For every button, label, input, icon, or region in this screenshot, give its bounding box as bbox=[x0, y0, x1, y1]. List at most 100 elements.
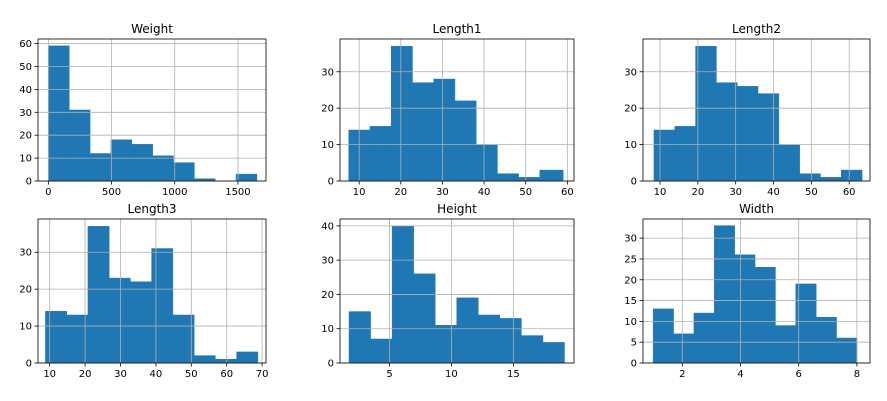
x-tick-label: 30 bbox=[436, 187, 449, 198]
histogram-bar bbox=[693, 312, 715, 364]
histogram-panel-length2: Length2 10 20 30 40 50 60 0 10 20 30 bbox=[624, 22, 871, 198]
x-tick-label: 0 bbox=[45, 187, 51, 198]
histogram-bar bbox=[652, 308, 674, 364]
x-tick-label: 30 bbox=[114, 369, 127, 380]
histogram-bar bbox=[131, 144, 153, 182]
y-tick-label: 0 bbox=[328, 359, 334, 370]
x-tick-label: 70 bbox=[256, 369, 269, 380]
y-tick-label: 10 bbox=[321, 140, 334, 151]
y-tick-label: 0 bbox=[26, 177, 32, 188]
y-tick-label: 15 bbox=[624, 296, 637, 307]
x-tick-label: 40 bbox=[767, 187, 780, 198]
x-tick-label: 8 bbox=[854, 369, 860, 380]
histogram-bar bbox=[840, 169, 863, 182]
x-tick-label: 20 bbox=[691, 187, 704, 198]
histogram-bar bbox=[673, 333, 695, 364]
histogram-bar bbox=[716, 82, 738, 182]
y-tick-label: 10 bbox=[321, 324, 334, 335]
axes-frame bbox=[642, 218, 871, 364]
histogram-bar bbox=[413, 273, 436, 364]
y-tick-label: 10 bbox=[624, 317, 637, 328]
histogram-bar bbox=[778, 144, 800, 182]
y-tick-label: 0 bbox=[631, 359, 637, 370]
x-tick-label: 60 bbox=[561, 187, 574, 198]
histogram-bar bbox=[110, 139, 133, 182]
x-tick-label: 10 bbox=[353, 187, 366, 198]
histogram-bar bbox=[87, 226, 110, 364]
x-tick-label: 6 bbox=[796, 369, 802, 380]
histogram-bar bbox=[695, 46, 717, 182]
axes-frame bbox=[37, 38, 267, 182]
x-tick-label: 10 bbox=[654, 187, 667, 198]
panel-title: Width bbox=[739, 202, 774, 216]
panel-title: Length3 bbox=[127, 202, 176, 216]
x-tick-label: 5 bbox=[386, 369, 392, 380]
histogram-panel-height: Height 5 10 15 0 10 20 30 40 bbox=[321, 202, 575, 380]
y-tick-label: 20 bbox=[19, 131, 32, 142]
x-tick-label: 60 bbox=[843, 187, 856, 198]
y-tick-label: 30 bbox=[19, 108, 32, 119]
histogram-bar bbox=[108, 277, 131, 364]
x-tick-label: 10 bbox=[43, 369, 56, 380]
x-tick-label: 4 bbox=[737, 369, 743, 380]
histogram-bar bbox=[433, 78, 456, 182]
y-tick-label: 25 bbox=[624, 254, 637, 265]
histogram-bar bbox=[836, 337, 858, 364]
x-tick-label: 2 bbox=[679, 369, 685, 380]
histogram-bar bbox=[130, 281, 152, 364]
histogram-bar bbox=[348, 311, 371, 364]
histogram-bar bbox=[454, 100, 477, 182]
histogram-panel-weight: Weight 0 500 1000 1500 0 10 20 30 40 50 60 bbox=[19, 22, 267, 198]
histogram-panel-width: Width 2 4 6 8 0 5 10 15 20 25 30 bbox=[624, 202, 871, 380]
x-tick-label: 20 bbox=[79, 369, 92, 380]
panel-title: Length1 bbox=[432, 22, 481, 36]
histogram-bar bbox=[173, 162, 195, 182]
y-tick-label: 20 bbox=[19, 285, 32, 296]
histogram-bar bbox=[193, 355, 216, 364]
histogram-bar bbox=[734, 254, 756, 364]
y-tick-label: 0 bbox=[328, 177, 334, 188]
y-tick-label: 20 bbox=[321, 104, 334, 115]
histogram-bar bbox=[236, 351, 259, 364]
histogram-bar bbox=[820, 177, 842, 182]
histogram-bar bbox=[757, 93, 780, 182]
histogram-panel-length1: Length1 10 20 30 40 50 60 0 10 20 30 bbox=[321, 22, 575, 198]
x-tick-label: 1500 bbox=[225, 187, 250, 198]
y-tick-label: 40 bbox=[19, 85, 32, 96]
y-tick-label: 10 bbox=[19, 322, 32, 333]
axes-frame bbox=[339, 38, 575, 182]
y-tick-label: 30 bbox=[624, 67, 637, 78]
panel-title: Height bbox=[437, 202, 477, 216]
histogram-bar bbox=[815, 316, 837, 364]
x-tick-label: 15 bbox=[507, 369, 520, 380]
y-tick-label: 20 bbox=[321, 290, 334, 301]
histogram-bar bbox=[152, 155, 174, 182]
x-tick-label: 10 bbox=[445, 369, 458, 380]
histogram-bar bbox=[674, 126, 696, 182]
y-tick-label: 10 bbox=[624, 140, 637, 151]
histogram-bar bbox=[235, 173, 258, 182]
y-tick-label: 0 bbox=[26, 359, 32, 370]
histogram-bar bbox=[521, 335, 544, 364]
y-tick-label: 30 bbox=[321, 256, 334, 267]
panel-title: Weight bbox=[131, 22, 173, 36]
x-tick-label: 50 bbox=[519, 187, 532, 198]
histogram-bar bbox=[434, 325, 458, 364]
histogram-bar bbox=[89, 153, 112, 182]
panel-title: Length2 bbox=[732, 22, 781, 36]
histogram-bar bbox=[369, 126, 392, 182]
histogram-bar bbox=[754, 267, 776, 364]
y-tick-label: 20 bbox=[624, 104, 637, 115]
y-tick-label: 30 bbox=[19, 248, 32, 259]
axes-frame bbox=[339, 218, 575, 364]
y-tick-label: 5 bbox=[631, 338, 637, 349]
y-tick-label: 10 bbox=[19, 154, 32, 165]
histogram-bar bbox=[539, 169, 564, 182]
x-tick-label: 30 bbox=[729, 187, 742, 198]
axes-frame bbox=[642, 38, 871, 182]
histogram-panel-length3: Length3 10 20 30 40 50 60 70 0 10 20 30 bbox=[19, 202, 268, 380]
histogram-bar bbox=[68, 109, 91, 182]
histogram-bar bbox=[151, 248, 174, 364]
axes-frame bbox=[37, 218, 267, 364]
